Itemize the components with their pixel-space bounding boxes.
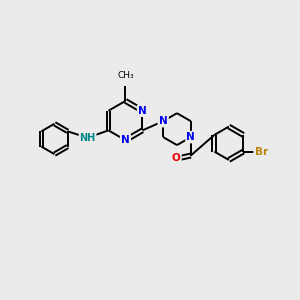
Text: N: N (138, 106, 147, 116)
Text: CH₃: CH₃ (117, 71, 134, 80)
Text: N: N (121, 135, 130, 145)
Text: N: N (186, 132, 195, 142)
Text: N: N (159, 116, 168, 126)
Text: Br: Br (255, 147, 268, 157)
Text: NH: NH (80, 133, 96, 143)
Text: O: O (172, 153, 181, 163)
